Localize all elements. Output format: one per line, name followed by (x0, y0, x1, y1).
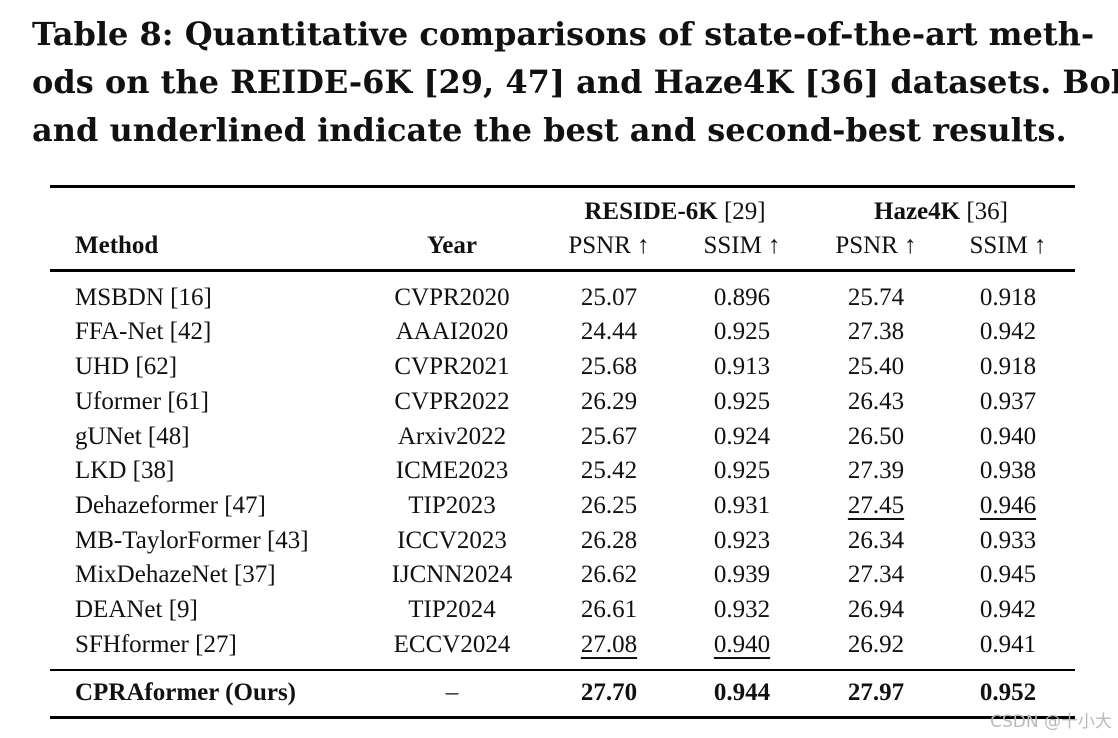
header-year: Year (427, 232, 477, 259)
cell-method: MSBDN [16] (75, 284, 212, 311)
group-header-reside-name: RESIDE-6K (584, 198, 718, 225)
caption-line-2: ods on the REIDE-6K [29, 47] and Haze4K … (32, 63, 1118, 101)
cell-haze4k-ssim-second-best: 0.946 (979, 492, 1037, 519)
table-ours-separator (50, 669, 1075, 671)
cell-method: Dehazeformer [47] (75, 492, 266, 519)
header-ssim-reside: SSIM ↑ (703, 232, 781, 259)
cell-reside-ssim: 0.932 (713, 596, 771, 623)
cell-method-ours: CPRAformer (Ours) (75, 679, 296, 706)
cell-reside-ssim: 0.923 (713, 527, 771, 554)
cell-haze4k-psnr: 27.38 (847, 318, 905, 345)
cell-year: ICME2023 (395, 457, 509, 484)
cell-method: FFA-Net [42] (75, 318, 212, 345)
table-header-rule (50, 269, 1075, 272)
cell-reside-ssim-second-best: 0.940 (713, 631, 771, 658)
cell-haze4k-psnr: 27.39 (847, 457, 905, 484)
cell-reside-psnr: 25.67 (580, 423, 638, 450)
cell-haze4k-psnr: 27.34 (847, 561, 905, 588)
group-header-reside-ref: [29] (723, 198, 766, 225)
cell-reside-ssim: 0.939 (713, 561, 771, 588)
cell-year: CVPR2020 (394, 284, 510, 311)
cell-year-ours: – (445, 679, 459, 706)
cell-reside-psnr-best: 27.70 (580, 679, 638, 706)
cell-haze4k-psnr: 25.74 (847, 284, 905, 311)
cell-reside-psnr: 24.44 (580, 318, 638, 345)
cell-method: MB-TaylorFormer [43] (75, 527, 309, 554)
cell-haze4k-psnr-second-best: 27.45 (847, 492, 905, 519)
cell-method: gUNet [48] (75, 423, 190, 450)
cell-reside-ssim: 0.896 (713, 284, 771, 311)
cell-haze4k-ssim: 0.918 (979, 353, 1037, 380)
cell-reside-ssim: 0.925 (713, 457, 771, 484)
cell-haze4k-ssim: 0.938 (979, 457, 1037, 484)
header-psnr-reside: PSNR ↑ (568, 232, 650, 259)
cell-haze4k-psnr: 26.34 (847, 527, 905, 554)
cell-haze4k-ssim: 0.918 (979, 284, 1037, 311)
cell-year: Arxiv2022 (397, 423, 507, 450)
cell-reside-psnr: 26.28 (580, 527, 638, 554)
header-psnr-haze4k: PSNR ↑ (835, 232, 917, 259)
cell-year: AAAI2020 (395, 318, 509, 345)
cell-method: UHD [62] (75, 353, 178, 380)
cell-method: SFHformer [27] (75, 631, 237, 658)
cell-year: CVPR2022 (394, 388, 510, 415)
cell-haze4k-ssim: 0.941 (979, 631, 1037, 658)
cell-reside-psnr: 25.07 (580, 284, 638, 311)
cell-year: ICCV2023 (397, 527, 507, 554)
cell-method: LKD [38] (75, 457, 175, 484)
cell-reside-ssim: 0.913 (713, 353, 771, 380)
group-header-haze4k-name: Haze4K (874, 198, 961, 225)
table-top-rule (50, 185, 1075, 188)
cell-haze4k-ssim: 0.942 (979, 596, 1037, 623)
caption-line-3: and underlined indicate the best and sec… (32, 111, 1067, 149)
cell-haze4k-ssim: 0.940 (979, 423, 1037, 450)
cell-haze4k-ssim: 0.933 (979, 527, 1037, 554)
table-bottom-rule (50, 716, 1075, 719)
cell-method: Uformer [61] (75, 388, 209, 415)
cell-reside-psnr: 26.62 (580, 561, 638, 588)
cell-reside-psnr: 26.29 (580, 388, 638, 415)
table-caption: Table 8: Quantitative comparisons of sta… (32, 10, 1118, 154)
cell-year: ECCV2024 (393, 631, 511, 658)
cell-haze4k-psnr: 26.94 (847, 596, 905, 623)
cell-reside-psnr: 25.68 (580, 353, 638, 380)
cell-method: DEANet [9] (75, 596, 198, 623)
cell-haze4k-psnr: 26.92 (847, 631, 905, 658)
cell-haze4k-ssim: 0.942 (979, 318, 1037, 345)
cell-haze4k-ssim: 0.937 (979, 388, 1037, 415)
cell-year: TIP2024 (408, 596, 496, 623)
cell-reside-psnr: 25.42 (580, 457, 638, 484)
cell-haze4k-psnr: 25.40 (847, 353, 905, 380)
group-header-haze4k: Haze4K [36] (874, 197, 1008, 227)
caption-line-1: Table 8: Quantitative comparisons of sta… (32, 15, 1095, 53)
cell-reside-psnr: 26.61 (580, 596, 638, 623)
cell-year: CVPR2021 (394, 353, 510, 380)
cell-reside-ssim: 0.925 (713, 318, 771, 345)
cell-haze4k-psnr: 26.43 (847, 388, 905, 415)
watermark: CSDN @十小大 (990, 712, 1112, 732)
cell-reside-ssim-best: 0.944 (713, 679, 771, 706)
cell-haze4k-ssim-best: 0.952 (979, 679, 1037, 706)
cell-year: TIP2023 (408, 492, 496, 519)
cell-reside-psnr: 26.25 (580, 492, 638, 519)
cell-haze4k-psnr: 26.50 (847, 423, 905, 450)
cell-reside-ssim: 0.924 (713, 423, 771, 450)
header-ssim-haze4k: SSIM ↑ (969, 232, 1047, 259)
cell-reside-ssim: 0.925 (713, 388, 771, 415)
cell-haze4k-ssim: 0.945 (979, 561, 1037, 588)
group-header-reside: RESIDE-6K [29] (584, 197, 765, 227)
cell-year: IJCNN2024 (391, 561, 513, 588)
header-method: Method (75, 232, 159, 259)
cell-haze4k-psnr-best: 27.97 (847, 679, 905, 706)
cell-reside-psnr-second-best: 27.08 (580, 631, 638, 658)
cell-method: MixDehazeNet [37] (75, 561, 276, 588)
cell-reside-ssim: 0.931 (713, 492, 771, 519)
group-header-haze4k-ref: [36] (966, 198, 1008, 225)
